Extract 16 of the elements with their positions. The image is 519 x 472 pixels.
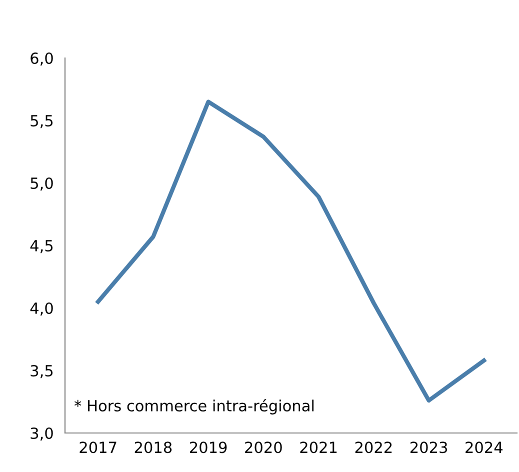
x-tick-label: 2019 (190, 442, 227, 454)
x-tick-label: 2022 (355, 442, 392, 454)
y-tick-label: 4,5 (30, 240, 53, 254)
y-tick-label: 3,5 (30, 364, 53, 378)
y-tick-label: 3,0 (30, 427, 53, 441)
y-tick-label: 5,0 (30, 177, 53, 191)
y-tick-label: 5,5 (30, 115, 53, 128)
x-tick-label: 2020 (245, 442, 282, 454)
x-tick-label: 2024 (466, 442, 503, 454)
annotation: * Hors commerce intra-régional (74, 399, 314, 414)
y-tick-label: 4,0 (30, 302, 53, 316)
y-tick-label: 6,0 (30, 52, 53, 66)
x-tick-label: 2021 (300, 442, 337, 454)
x-tick-label: 2023 (410, 442, 448, 454)
x-tick-label: 2018 (134, 442, 172, 454)
x-tick-label: 2017 (80, 442, 116, 454)
